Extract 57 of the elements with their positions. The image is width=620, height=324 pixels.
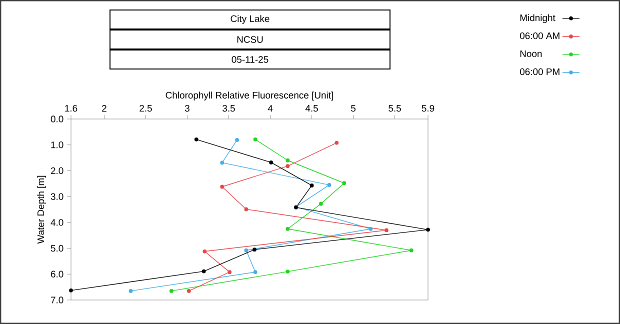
point <box>269 160 274 164</box>
point <box>253 270 258 274</box>
y-tick-label: 3.0 <box>50 193 64 200</box>
point <box>310 184 314 188</box>
point <box>286 226 290 231</box>
y-tick-label: 6.0 <box>50 270 64 278</box>
point <box>69 288 73 292</box>
y-tick-label: 2.0 <box>50 167 64 174</box>
chart-subtitle: NCSU <box>237 36 263 43</box>
y-tick-label: 4.0 <box>50 219 64 226</box>
x-tick-label: 5.5 <box>388 105 401 112</box>
y-tick-label: 1.0 <box>51 142 64 148</box>
point <box>128 289 133 293</box>
point <box>202 249 207 254</box>
point <box>318 202 323 206</box>
x-tick-label: 5 <box>351 105 356 112</box>
point <box>426 228 430 232</box>
y-tick-label: 0.0 <box>50 116 64 122</box>
x-tick-label: 2 <box>102 105 106 112</box>
legend-label: Midnight <box>520 14 556 24</box>
point <box>409 248 414 252</box>
point <box>244 248 248 252</box>
point <box>384 228 388 232</box>
point <box>220 184 224 189</box>
point <box>228 270 232 274</box>
x-tick-label: 4 <box>268 105 273 112</box>
legend-label: 06:00 PM <box>520 68 560 76</box>
y-tick-label: 5.0 <box>50 244 64 252</box>
chart-title: City Lake <box>230 15 270 24</box>
x-tick-label: 5.9 <box>422 104 434 112</box>
x-axis-title: Chlorophyll Relative Fluorescence [Unit] <box>166 92 333 100</box>
point <box>220 160 224 165</box>
point <box>194 137 198 142</box>
point <box>235 138 240 142</box>
y-axis-title: Water Depth [m] <box>37 176 46 244</box>
point <box>368 226 373 231</box>
point <box>286 270 290 274</box>
legend-label: Noon <box>520 50 542 58</box>
point <box>327 182 332 187</box>
point <box>202 269 206 274</box>
point <box>286 164 290 168</box>
text: 05-11-25 <box>232 56 268 63</box>
x-tick-label: 3 <box>184 104 190 112</box>
point <box>244 207 248 212</box>
point <box>252 248 256 252</box>
x-tick-label: 2.5 <box>140 104 152 112</box>
x-tick-label: 3.5 <box>222 104 235 112</box>
point <box>334 140 339 145</box>
point <box>286 158 290 162</box>
y-tick-label: 7.0 <box>50 296 64 304</box>
point <box>186 289 191 293</box>
x-tick-label: 1.6 <box>65 104 78 112</box>
point <box>253 137 258 142</box>
point <box>170 289 174 293</box>
legend-label: 06:00 AM <box>520 32 560 40</box>
x-tick-label: 4.5 <box>305 105 318 112</box>
point <box>342 181 346 186</box>
